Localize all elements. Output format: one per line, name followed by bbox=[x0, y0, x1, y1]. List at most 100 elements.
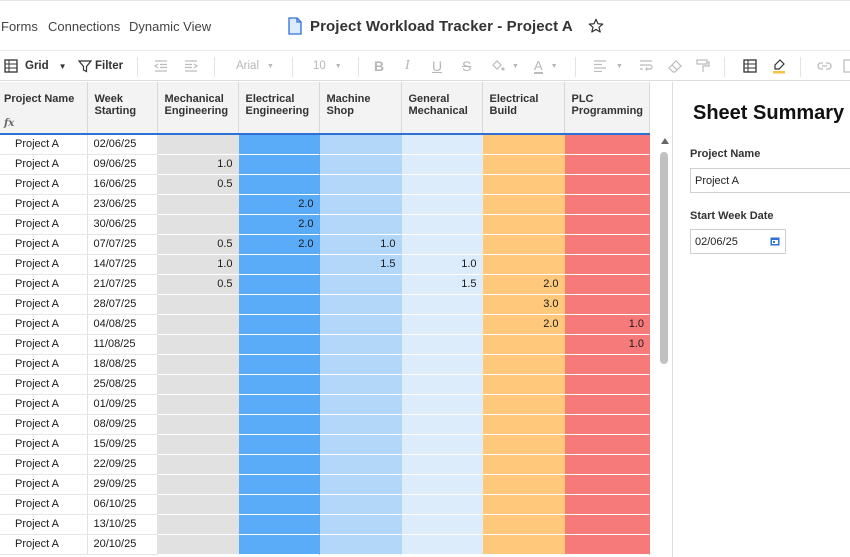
cell-week[interactable]: 01/09/25 bbox=[87, 394, 158, 415]
cell-shop[interactable] bbox=[319, 314, 402, 335]
cell-project[interactable]: Project A bbox=[0, 414, 88, 435]
cell-shop[interactable] bbox=[319, 174, 402, 195]
cell-elec[interactable] bbox=[238, 414, 320, 435]
column-header-build[interactable]: Electrical Build bbox=[482, 82, 565, 135]
cell-plc[interactable] bbox=[564, 534, 651, 555]
cell-plc[interactable]: 1.0 bbox=[564, 314, 651, 335]
cell-shop[interactable] bbox=[319, 334, 402, 355]
cell-build[interactable] bbox=[482, 474, 565, 495]
cell-elec[interactable] bbox=[238, 434, 320, 455]
cell-week[interactable]: 07/07/25 bbox=[87, 234, 158, 255]
cell-build[interactable] bbox=[482, 194, 565, 215]
cell-week[interactable]: 18/08/25 bbox=[87, 354, 158, 375]
cell-shop[interactable]: 1.5 bbox=[319, 254, 402, 275]
cell-genmech[interactable]: 1.0 bbox=[401, 254, 483, 275]
cell-project[interactable]: Project A bbox=[0, 154, 88, 175]
cell-elec[interactable] bbox=[238, 494, 320, 515]
filter-button[interactable]: Filter bbox=[78, 57, 123, 75]
scroll-up-icon[interactable] bbox=[661, 138, 669, 144]
project-name-field[interactable]: Project A bbox=[690, 168, 850, 193]
cell-genmech[interactable] bbox=[401, 414, 483, 435]
cell-project[interactable]: Project A bbox=[0, 234, 88, 255]
cell-week[interactable]: 15/09/25 bbox=[87, 434, 158, 455]
cell-plc[interactable] bbox=[564, 514, 651, 535]
cell-mech[interactable] bbox=[157, 394, 239, 415]
cell-week[interactable]: 09/06/25 bbox=[87, 154, 158, 175]
cell-week[interactable]: 04/08/25 bbox=[87, 314, 158, 335]
view-selector[interactable]: Grid ▼ bbox=[4, 57, 67, 75]
cell-build[interactable] bbox=[482, 174, 565, 195]
column-header-week[interactable]: Week Starting bbox=[87, 82, 158, 135]
cell-plc[interactable]: 1.0 bbox=[564, 334, 651, 355]
cell-elec[interactable] bbox=[238, 474, 320, 495]
cell-elec[interactable] bbox=[238, 354, 320, 375]
cell-plc[interactable] bbox=[564, 354, 651, 375]
cell-week[interactable]: 29/09/25 bbox=[87, 474, 158, 495]
scroll-thumb[interactable] bbox=[660, 152, 668, 364]
cell-mech[interactable] bbox=[157, 194, 239, 215]
cell-mech[interactable] bbox=[157, 434, 239, 455]
cell-project[interactable]: Project A bbox=[0, 214, 88, 235]
cell-mech[interactable] bbox=[157, 214, 239, 235]
nav-connections[interactable]: Connections bbox=[48, 19, 121, 34]
cell-shop[interactable] bbox=[319, 454, 402, 475]
cell-build[interactable]: 2.0 bbox=[482, 314, 565, 335]
cell-project[interactable]: Project A bbox=[0, 394, 88, 415]
cell-genmech[interactable] bbox=[401, 334, 483, 355]
cell-build[interactable]: 2.0 bbox=[482, 274, 565, 295]
bold-icon[interactable]: B bbox=[374, 58, 385, 74]
cell-genmech[interactable] bbox=[401, 514, 483, 535]
cell-elec[interactable] bbox=[238, 514, 320, 535]
cell-elec[interactable]: 2.0 bbox=[238, 214, 320, 235]
cell-elec[interactable] bbox=[238, 394, 320, 415]
cell-project[interactable]: Project A bbox=[0, 314, 88, 335]
start-week-field[interactable]: 02/06/25 bbox=[690, 229, 786, 254]
cell-mech[interactable] bbox=[157, 474, 239, 495]
cell-project[interactable]: Project A bbox=[0, 134, 88, 155]
fill-color-icon[interactable]: ▼ bbox=[490, 57, 519, 75]
cell-shop[interactable] bbox=[319, 494, 402, 515]
cell-genmech[interactable] bbox=[401, 534, 483, 555]
cell-week[interactable]: 06/10/25 bbox=[87, 494, 158, 515]
cell-mech[interactable] bbox=[157, 374, 239, 395]
cell-mech[interactable] bbox=[157, 414, 239, 435]
text-color-icon[interactable]: A ▼ bbox=[534, 57, 558, 74]
table-icon[interactable] bbox=[743, 57, 757, 75]
indent-icon[interactable] bbox=[184, 57, 198, 75]
cell-build[interactable] bbox=[482, 154, 565, 175]
cell-mech[interactable] bbox=[157, 534, 239, 555]
cell-mech[interactable] bbox=[157, 514, 239, 535]
cell-project[interactable]: Project A bbox=[0, 494, 88, 515]
cell-genmech[interactable] bbox=[401, 474, 483, 495]
cell-week[interactable]: 08/09/25 bbox=[87, 414, 158, 435]
star-icon[interactable] bbox=[587, 17, 605, 35]
column-header-project[interactable]: Project Name fx bbox=[0, 82, 88, 135]
cell-mech[interactable]: 0.5 bbox=[157, 274, 239, 295]
cell-elec[interactable] bbox=[238, 254, 320, 275]
cell-mech[interactable] bbox=[157, 294, 239, 315]
cell-project[interactable]: Project A bbox=[0, 254, 88, 275]
calendar-icon[interactable] bbox=[770, 236, 780, 246]
cell-plc[interactable] bbox=[564, 494, 651, 515]
cell-mech[interactable]: 0.5 bbox=[157, 174, 239, 195]
cell-genmech[interactable] bbox=[401, 154, 483, 175]
cell-plc[interactable] bbox=[564, 294, 651, 315]
nav-forms[interactable]: Forms bbox=[1, 19, 38, 34]
column-header-genmech[interactable]: General Mechanical bbox=[401, 82, 483, 135]
cell-elec[interactable] bbox=[238, 154, 320, 175]
more-icon[interactable] bbox=[843, 57, 850, 75]
cell-elec[interactable]: 2.0 bbox=[238, 234, 320, 255]
cell-plc[interactable] bbox=[564, 134, 651, 155]
cell-genmech[interactable] bbox=[401, 454, 483, 475]
cell-shop[interactable] bbox=[319, 134, 402, 155]
outdent-icon[interactable] bbox=[154, 57, 168, 75]
cell-genmech[interactable] bbox=[401, 494, 483, 515]
strikethrough-icon[interactable]: S bbox=[462, 58, 472, 74]
align-left-icon[interactable]: ▼ bbox=[593, 57, 623, 75]
cell-project[interactable]: Project A bbox=[0, 194, 88, 215]
cell-genmech[interactable] bbox=[401, 234, 483, 255]
column-header-mech[interactable]: Mechanical Engineering bbox=[157, 82, 239, 135]
cell-genmech[interactable] bbox=[401, 194, 483, 215]
column-header-plc[interactable]: PLC Programming bbox=[564, 82, 651, 135]
cell-shop[interactable] bbox=[319, 414, 402, 435]
